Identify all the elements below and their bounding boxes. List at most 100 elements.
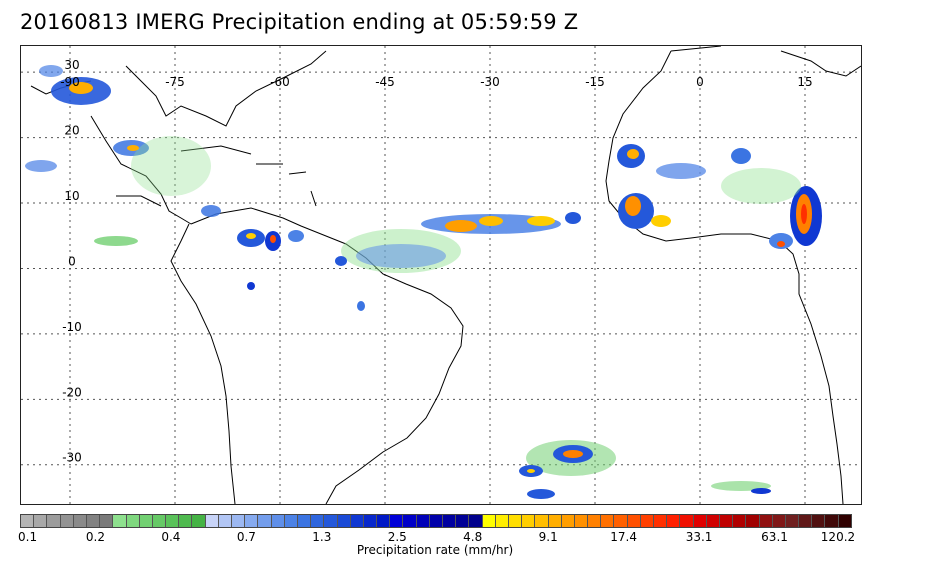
- colorbar-swatch: [443, 515, 457, 527]
- coastline-south-america: [170, 207, 464, 504]
- colorbar-swatch: [456, 515, 470, 527]
- colorbar-tick-label: 9.1: [538, 530, 558, 544]
- colorbar-swatch: [812, 515, 826, 527]
- latitude-tick-label: -10: [62, 320, 82, 334]
- colorbar-swatch: [337, 515, 351, 527]
- colorbar-tick-label: 4.8: [463, 530, 483, 544]
- colorbar-swatch: [561, 515, 575, 527]
- colorbar-swatch: [152, 515, 167, 527]
- colorbar-swatch: [588, 515, 602, 527]
- coastline-africa: [605, 46, 844, 504]
- colorbar-swatch: [297, 515, 312, 527]
- colorbar-swatch: [205, 515, 219, 527]
- longitude-tick-label: -30: [480, 75, 500, 89]
- colorbar-swatch: [469, 515, 483, 527]
- colorbar-swatch: [429, 515, 443, 527]
- colorbar-swatch: [799, 515, 813, 527]
- coastline-caribbean-islands: [180, 145, 317, 207]
- colorbar-swatch: [654, 515, 668, 527]
- colorbar-swatch: [324, 515, 338, 527]
- colorbar-tick-label: 33.1: [685, 530, 713, 544]
- colorbar-tick-label: 1.3: [312, 530, 332, 544]
- coastlines: [30, 46, 861, 504]
- colorbar-tick-label: 0.1: [18, 530, 38, 544]
- colorbar-swatch: [627, 515, 641, 527]
- longitude-tick-label: -15: [585, 75, 605, 89]
- colorbar-swatch: [126, 515, 140, 527]
- colorbar-swatch: [785, 515, 800, 527]
- colorbar-swatch: [271, 515, 285, 527]
- colorbar-swatch: [680, 515, 694, 527]
- coastline-europe: [780, 50, 861, 77]
- colorbar-swatch: [535, 515, 549, 527]
- map-title: 20160813 IMERG Precipitation ending at 0…: [20, 10, 579, 34]
- colorbar-swatch: [522, 515, 536, 527]
- colorbar-swatch: [667, 515, 681, 527]
- colorbar-swatch: [86, 515, 101, 527]
- colorbar-swatch: [245, 515, 259, 527]
- colorbar-swatch: [838, 515, 851, 527]
- colorbar-swatch: [232, 515, 246, 527]
- coastline-central-america: [90, 115, 192, 225]
- colorbar-swatch: [733, 515, 747, 527]
- colorbar-swatch: [574, 515, 589, 527]
- colorbar-swatch: [139, 515, 153, 527]
- colorbar-label: Precipitation rate (mm/hr): [356, 543, 514, 557]
- latitude-tick-label: -30: [62, 451, 82, 465]
- colorbar-swatch: [166, 515, 180, 527]
- precipitation-map: -90 -75 -60 -45 -30 -15 0 15 30 20 10 0 -10 -20 -30: [21, 46, 861, 504]
- colorbar-swatch: [548, 515, 562, 527]
- colorbar-tick-label: 63.1: [761, 530, 788, 544]
- colorbar-swatch: [416, 515, 430, 527]
- colorbar-swatch: [390, 515, 404, 527]
- colorbar-swatch: [403, 515, 417, 527]
- colorbar-tick-label: 17.4: [610, 530, 637, 544]
- map-panel: -90 -75 -60 -45 -30 -15 0 15 30 20 10 0 -10 -20 -30: [20, 45, 862, 505]
- map-tick-labels: -90 -75 -60 -45 -30 -15 0 15 30 20 10 0 -10 -20 -30: [60, 58, 812, 465]
- longitude-tick-label: 15: [797, 75, 812, 89]
- colorbar-swatch: [284, 515, 298, 527]
- colorbar-swatch: [495, 515, 509, 527]
- colorbar-swatch: [192, 515, 206, 527]
- colorbar-swatch: [759, 515, 773, 527]
- longitude-tick-label: -60: [270, 75, 290, 89]
- colorbar-swatch: [614, 515, 628, 527]
- colorbar-swatch: [47, 515, 61, 527]
- colorbar-tick-label: 0.7: [236, 530, 256, 544]
- colorbar-swatch: [113, 515, 127, 527]
- colorbar-swatch: [719, 515, 734, 527]
- longitude-tick-label: -75: [165, 75, 185, 89]
- colorbar-swatch: [34, 515, 48, 527]
- colorbar-swatch: [258, 515, 272, 527]
- graticule: [21, 46, 861, 504]
- colorbar-swatch: [772, 515, 786, 527]
- colorbar-tick-label: 0.2: [85, 530, 105, 544]
- latitude-tick-label: 0: [68, 254, 76, 268]
- latitude-tick-label: 20: [64, 124, 79, 138]
- longitude-tick-label: 0: [696, 75, 704, 89]
- longitude-tick-label: -45: [375, 75, 395, 89]
- colorbar-swatch: [311, 515, 325, 527]
- colorbar-swatch: [601, 515, 615, 527]
- colorbar-swatch: [693, 515, 707, 527]
- colorbar-swatch: [179, 515, 193, 527]
- colorbar-swatch: [746, 515, 760, 527]
- colorbar-swatch: [218, 515, 232, 527]
- colorbar-swatch: [73, 515, 87, 527]
- colorbar-swatch: [100, 515, 114, 527]
- colorbar-tick-label: 0.4: [161, 530, 181, 544]
- colorbar-swatch: [825, 515, 839, 527]
- colorbar-tick-label: 120.2: [820, 530, 856, 544]
- colorbar-swatch: [377, 515, 391, 527]
- colorbar-swatch: [482, 515, 496, 527]
- colorbar-swatch: [706, 515, 720, 527]
- colorbar-swatch: [363, 515, 378, 527]
- colorbar-ticks: 0.1 0.2 0.4 0.7 1.3 2.5 4.8 9.1 17.4 33.1 63.1 120.…: [18, 530, 856, 546]
- colorbar-swatch: [640, 515, 654, 527]
- colorbar-swatch: [508, 515, 523, 527]
- longitude-tick-label: -90: [60, 75, 80, 89]
- precipitation-colorbar: [20, 514, 852, 528]
- colorbar-swatch: [60, 515, 74, 527]
- latitude-tick-label: 10: [64, 189, 79, 203]
- latitude-tick-label: 30: [64, 58, 79, 72]
